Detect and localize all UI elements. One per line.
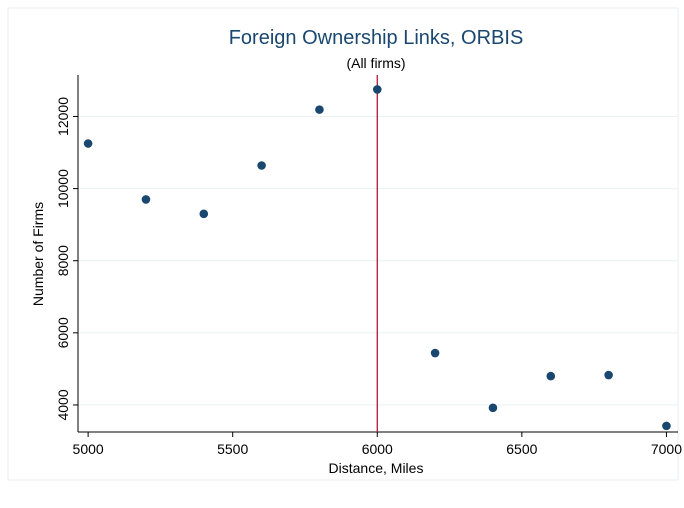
point xyxy=(546,371,556,381)
y-tick-label: 4000 xyxy=(55,389,71,420)
x-tick-label: 5000 xyxy=(73,441,104,457)
point xyxy=(257,161,266,170)
point xyxy=(604,370,613,380)
point xyxy=(83,139,93,148)
x-tick-label: 5500 xyxy=(217,441,248,457)
x-axis-label: Distance, Miles xyxy=(329,460,424,476)
y-tick-label: 12000 xyxy=(55,97,71,136)
point xyxy=(662,421,671,431)
point xyxy=(199,209,209,219)
y-tick-label: 8000 xyxy=(55,245,71,276)
point xyxy=(315,105,324,114)
x-tick-label: 6000 xyxy=(362,441,393,457)
chart-subtitle: (All firms) xyxy=(346,55,405,71)
point xyxy=(141,195,151,204)
point xyxy=(430,348,440,358)
point xyxy=(488,403,498,413)
x-tick-label: 6500 xyxy=(506,441,537,457)
y-axis-label: Number of Firms xyxy=(30,202,46,306)
y-tick-label: 10000 xyxy=(55,169,71,208)
chart-title: Foreign Ownership Links, ORBIS xyxy=(229,27,524,49)
x-tick-label: 7000 xyxy=(651,441,682,457)
y-tick-label: 6000 xyxy=(55,317,71,348)
graph-region xyxy=(7,7,679,481)
point xyxy=(372,85,382,94)
